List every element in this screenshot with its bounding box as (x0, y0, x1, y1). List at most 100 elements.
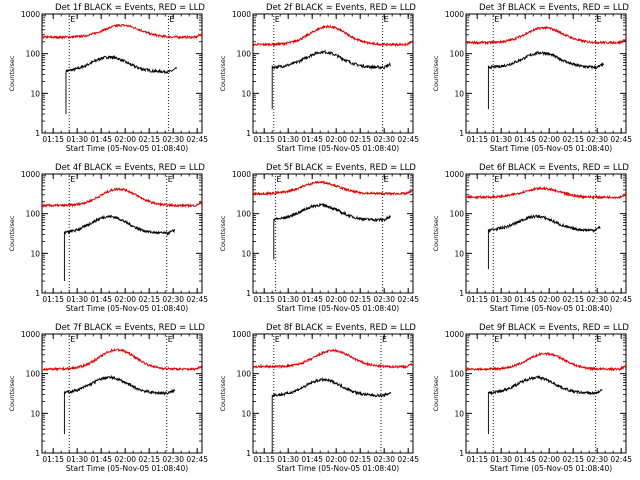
x-tick-label: 02:45 (186, 295, 208, 304)
lld-series-line (41, 23, 203, 41)
y-tick-label: 100 (237, 370, 252, 379)
marker-flag: E (276, 175, 281, 184)
panel-title: Det 4f BLACK = Events, RED = LLD (55, 163, 205, 173)
x-tick-label: 02:30 (586, 295, 608, 304)
y-tick-label: 1 (459, 449, 464, 458)
x-tick-label: 01:45 (301, 295, 323, 304)
x-axis-label: Start Time (05-Nov-05 01:08:40) (490, 304, 612, 313)
y-axis-label: Counts/sec (432, 55, 440, 91)
x-tick-label: 01:45 (301, 135, 323, 144)
x-tick-label: 02:00 (325, 135, 347, 144)
x-axis-label: Start Time (05-Nov-05 01:08:40) (490, 464, 612, 473)
events-series-line (63, 214, 176, 282)
x-tick-label: 01:15 (42, 455, 64, 464)
y-tick-label: 1000 (445, 10, 464, 19)
events-series-line (487, 213, 601, 270)
x-tick-label: 02:00 (325, 295, 347, 304)
x-tick-label: 01:15 (253, 455, 275, 464)
marker-flag: E (597, 15, 602, 24)
x-tick-label: 02:30 (373, 295, 395, 304)
x-tick-label: 02:30 (586, 455, 608, 464)
x-tick-label: 01:45 (514, 295, 536, 304)
x-tick-label: 02:00 (325, 455, 347, 464)
y-tick-label: 10 (241, 249, 251, 258)
panel-title: Det 3f BLACK = Events, RED = LLD (479, 3, 629, 13)
x-tick-label: 01:30 (277, 135, 299, 144)
y-tick-label: 1 (35, 289, 40, 298)
marker-flag: E (494, 335, 499, 344)
x-tick-label: 01:15 (253, 135, 275, 144)
x-tick-label: 02:15 (562, 295, 584, 304)
y-axis-label: Counts/sec (432, 375, 440, 411)
x-tick-label: 02:30 (162, 135, 184, 144)
marker-flag: E (70, 335, 75, 344)
y-tick-label: 100 (237, 210, 252, 219)
panel-title: Det 2f BLACK = Events, RED = LLD (266, 3, 416, 13)
marker-flag: E (168, 175, 173, 184)
lld-series-line (465, 186, 627, 200)
x-tick-label: 01:45 (90, 135, 112, 144)
events-series-line (271, 49, 391, 110)
x-tick-label: 01:45 (514, 135, 536, 144)
x-axis-label: Start Time (05-Nov-05 01:08:40) (277, 464, 399, 473)
marker-flag: E (275, 335, 280, 344)
y-axis-label: Counts/sec (8, 375, 16, 411)
x-tick-label: 02:45 (610, 455, 632, 464)
marker-flag: E (494, 15, 499, 24)
x-tick-label: 02:15 (562, 455, 584, 464)
y-tick-label: 100 (26, 50, 41, 59)
lld-series-line (465, 26, 627, 46)
axes-frame (252, 333, 414, 454)
marker-flag: E (382, 335, 387, 344)
y-tick-label: 10 (454, 89, 464, 98)
x-tick-label: 02:15 (138, 135, 160, 144)
x-tick-label: 02:15 (349, 295, 371, 304)
lld-series-line (252, 348, 414, 370)
y-tick-label: 10 (454, 249, 464, 258)
axes-frame (465, 13, 627, 134)
y-tick-label: 1000 (445, 170, 464, 179)
x-tick-label: 02:00 (114, 295, 136, 304)
y-tick-label: 100 (450, 370, 465, 379)
axes-frame (252, 13, 414, 134)
y-tick-label: 1000 (232, 330, 251, 339)
x-tick-label: 01:30 (66, 135, 88, 144)
x-tick-label: 02:30 (373, 455, 395, 464)
y-tick-label: 10 (30, 249, 40, 258)
y-axis-label: Counts/sec (219, 215, 227, 251)
x-tick-label: 02:15 (138, 295, 160, 304)
axes-frame (41, 173, 203, 294)
y-tick-label: 10 (30, 409, 40, 418)
y-tick-label: 1 (35, 449, 40, 458)
x-axis-label: Start Time (05-Nov-05 01:08:40) (66, 304, 188, 313)
marker-flag: E (597, 175, 602, 184)
marker-flag: E (168, 335, 173, 344)
x-tick-label: 02:30 (162, 455, 184, 464)
y-tick-label: 100 (237, 50, 252, 59)
y-tick-label: 1 (35, 129, 40, 138)
x-tick-label: 02:15 (349, 455, 371, 464)
marker-flag: E (597, 335, 602, 344)
y-tick-label: 1000 (232, 10, 251, 19)
y-tick-label: 100 (26, 370, 41, 379)
y-tick-label: 1 (246, 449, 251, 458)
x-tick-label: 01:15 (466, 455, 488, 464)
lld-series-line (41, 347, 203, 372)
x-tick-label: 01:15 (466, 295, 488, 304)
y-tick-label: 1 (459, 289, 464, 298)
y-tick-label: 10 (241, 409, 251, 418)
x-axis-label: Start Time (05-Nov-05 01:08:40) (66, 144, 188, 153)
y-tick-label: 100 (450, 210, 465, 219)
x-tick-label: 02:00 (538, 135, 560, 144)
x-axis-label: Start Time (05-Nov-05 01:08:40) (490, 144, 612, 153)
x-tick-label: 02:15 (562, 135, 584, 144)
lld-series-line (252, 24, 414, 48)
events-series-line (487, 50, 605, 110)
x-axis-label: Start Time (05-Nov-05 01:08:40) (66, 464, 188, 473)
y-tick-label: 1000 (445, 330, 464, 339)
